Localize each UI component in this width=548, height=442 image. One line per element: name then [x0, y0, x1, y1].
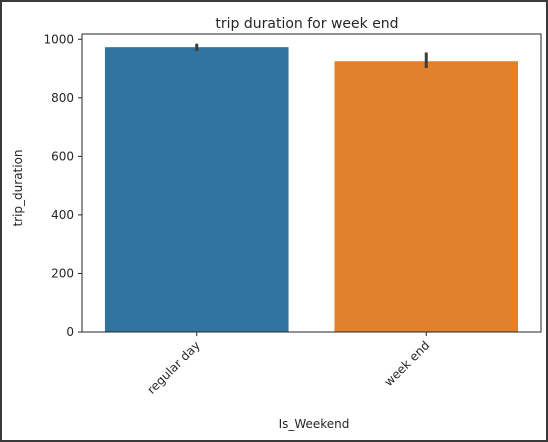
y-tick-label-3: 600 — [51, 149, 74, 163]
x-tick-label-1: week end — [381, 338, 432, 389]
y-tick-label-4: 800 — [51, 91, 74, 105]
plot-area: regular day week end 0 200 400 600 800 1000 — [43, 32, 542, 397]
y-tick-label-0: 0 — [66, 325, 74, 339]
y-tick-label-5: 1000 — [43, 32, 74, 46]
bar-0 — [104, 47, 289, 333]
y-tick-label-1: 200 — [51, 266, 74, 280]
x-axis-label: Is_Weekend — [279, 417, 350, 431]
plot-spines — [81, 33, 542, 333]
chart-title: trip duration for week end — [215, 16, 398, 32]
x-tick-label-0: regular day — [144, 338, 203, 397]
y-axis-label: trip_duration — [11, 149, 25, 226]
bar-1 — [334, 61, 519, 332]
y-tick-label-2: 400 — [51, 208, 74, 222]
